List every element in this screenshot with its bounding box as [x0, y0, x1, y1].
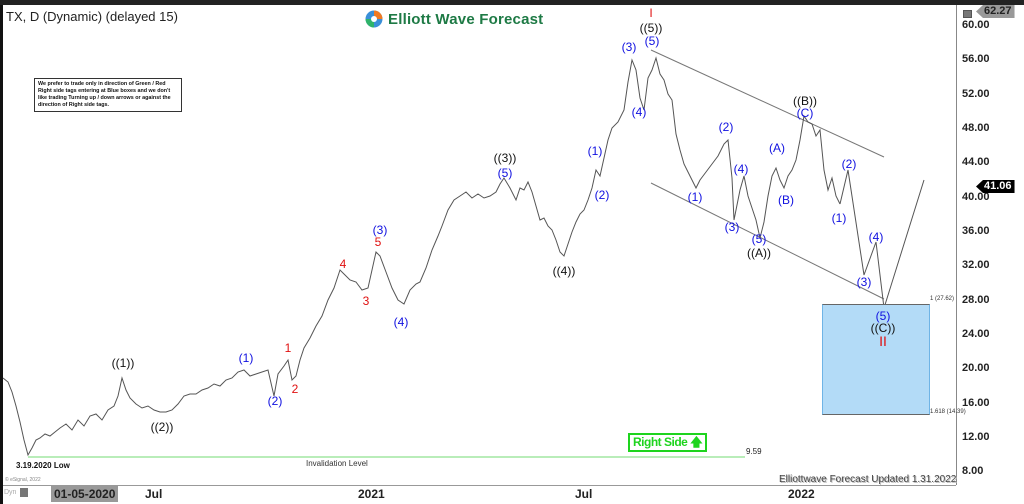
y-tick: 40.00 [962, 191, 990, 203]
wave-label: (5) [644, 34, 660, 48]
wave-label: 2 [291, 382, 299, 396]
wave-label: (2) [841, 157, 857, 171]
wave-label: (5) [875, 309, 891, 323]
selected-date[interactable]: 01-05-2020 [51, 486, 119, 502]
blue-box-zone [822, 304, 930, 415]
wave-label: (1) [587, 144, 603, 158]
x-tick: 2022 [788, 487, 815, 501]
y-tick: 12.00 [962, 431, 990, 443]
low-label: 3.19.2020 Low [16, 461, 70, 470]
invalidation-value: 9.59 [746, 447, 762, 456]
wave-label: (5) [497, 166, 513, 180]
wave-label: I [649, 6, 653, 20]
wave-label: ((C)) [870, 321, 896, 335]
y-tick: 36.00 [962, 225, 990, 237]
price-bars [2, 56, 841, 457]
logo-icon [365, 10, 383, 28]
wave-label: ((A)) [747, 246, 771, 260]
wave-label: (2) [594, 188, 610, 202]
maximize-icon[interactable] [963, 10, 972, 18]
current-price-tag: 41.06 [976, 180, 1015, 193]
wave-label: ((2)) [150, 420, 174, 434]
wave-label: 4 [339, 257, 347, 271]
chart-title: TX, D (Dynamic) (delayed 15) [6, 9, 178, 24]
time-axis[interactable] [3, 485, 956, 504]
high-price-tag: 62.27 [976, 5, 1015, 18]
wave-label: (3) [621, 40, 637, 54]
brand-logo: Elliott Wave Forecast [364, 9, 543, 29]
wave-label: (A) [769, 141, 785, 155]
wave-label: (3) [724, 220, 740, 234]
arrow-up-icon: 🡅 [690, 435, 703, 449]
wave-label: (B) [778, 193, 794, 207]
fib-level-1: 1 (27.62) [930, 296, 955, 302]
window-top-bar [0, 0, 1024, 5]
invalidation-label: Invalidation Level [306, 459, 368, 468]
wave-label: (2) [267, 394, 283, 408]
wave-label: 3 [362, 294, 370, 308]
y-tick: 24.00 [962, 328, 990, 340]
updated-label: Elliottwave Forecast Updated 1.31.2022 [779, 474, 957, 485]
right-side-label: Right Side [633, 435, 688, 449]
right-side-tag: Right Side 🡅 [628, 433, 708, 452]
wave-label: ((5)) [639, 21, 663, 35]
projected-path [839, 169, 925, 309]
dyn-toggle-icon[interactable] [20, 488, 28, 497]
x-tick: 2021 [358, 487, 385, 501]
y-tick: 44.00 [962, 156, 990, 168]
wave-label: (3) [372, 223, 388, 237]
x-tick: Jul [575, 487, 593, 501]
wave-label: (1) [831, 211, 847, 225]
wave-label: (5) [751, 232, 767, 246]
trading-note: We prefer to trade only in direction of … [34, 78, 182, 112]
wave-label: (1) [687, 190, 703, 204]
axis-corner [956, 485, 1024, 504]
wave-label: ((B)) [793, 94, 817, 108]
dyn-label[interactable]: Dyn [4, 489, 17, 496]
x-tick: Jul [145, 487, 163, 501]
y-tick: 28.00 [962, 294, 990, 306]
y-tick: 16.00 [962, 397, 990, 409]
wave-label: (4) [393, 315, 409, 329]
y-tick: 60.00 [962, 19, 990, 31]
wave-label: (C) [796, 106, 814, 120]
logo-text: Elliott Wave Forecast [388, 10, 544, 28]
wave-label: 5 [374, 235, 382, 249]
wave-label: ((3)) [493, 151, 517, 165]
wave-label: (4) [868, 230, 884, 244]
y-tick: 48.00 [962, 122, 990, 134]
y-tick: 52.00 [962, 88, 990, 100]
wave-label: (4) [733, 162, 749, 176]
wave-label: (3) [856, 275, 872, 289]
wave-label: ((1)) [111, 356, 135, 370]
channel-upper-line [650, 49, 885, 158]
fib-level-1618: 1.618 (14.39) [930, 409, 966, 415]
y-tick: 56.00 [962, 53, 990, 65]
y-tick: 8.00 [962, 465, 984, 477]
wave-label: (2) [718, 120, 734, 134]
wave-label: (1) [238, 351, 254, 365]
wave-label: II [879, 333, 887, 349]
copyright: © eSignal, 2022 [5, 477, 41, 483]
wave-label: ((4)) [552, 264, 576, 278]
y-tick: 20.00 [962, 362, 990, 374]
channel-lower-line [650, 182, 885, 300]
y-tick: 32.00 [962, 259, 990, 271]
price-axis[interactable] [956, 5, 1024, 485]
wave-label: 1 [284, 341, 292, 355]
wave-label: (4) [631, 105, 647, 119]
